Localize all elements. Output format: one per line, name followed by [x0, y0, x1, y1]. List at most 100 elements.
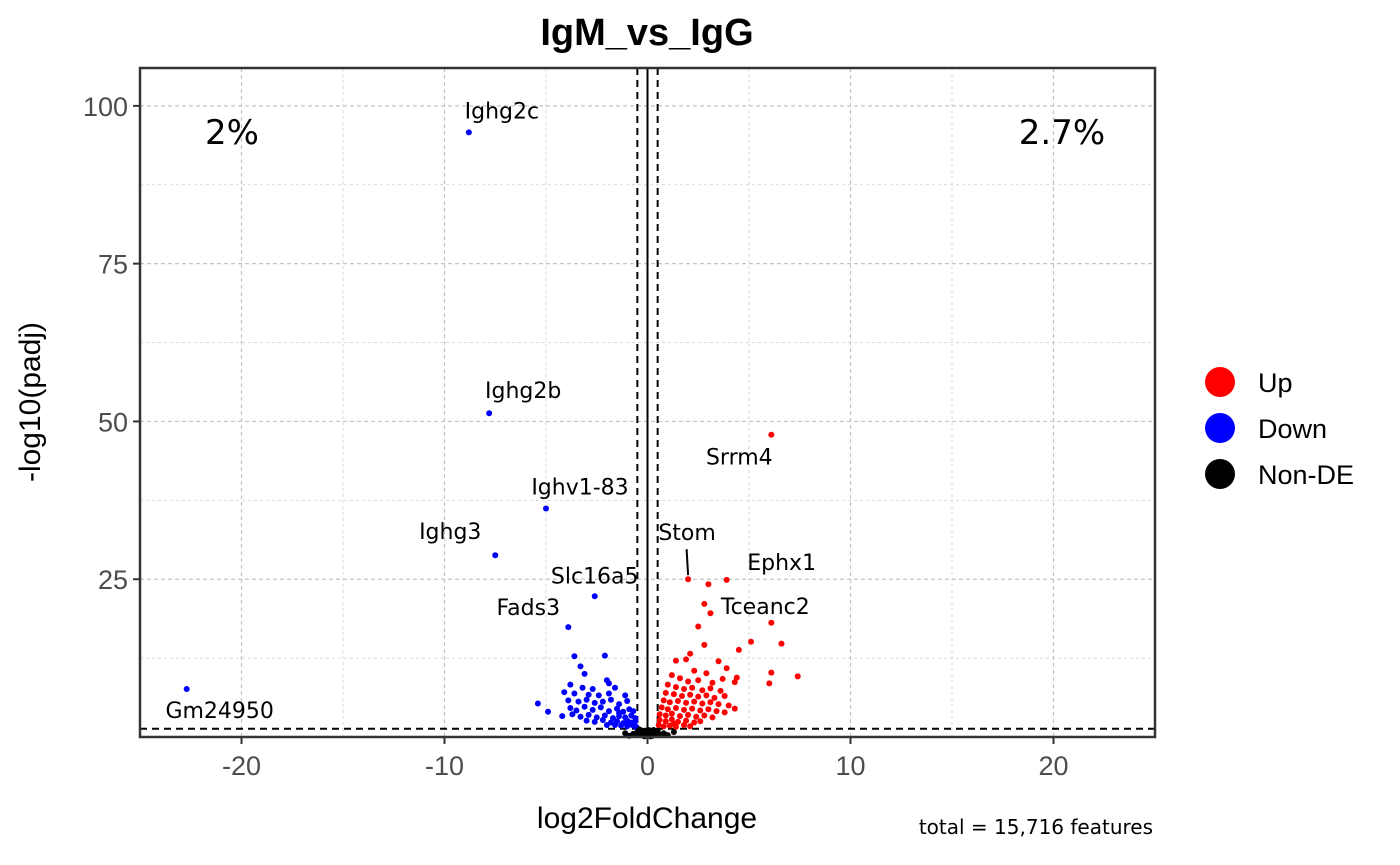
y-tick-label: 75: [98, 250, 128, 280]
point-down: [605, 680, 612, 687]
point-down: [618, 722, 625, 729]
x-tick-label: 20: [1038, 751, 1068, 781]
point-down: [597, 704, 604, 711]
point-up: [662, 689, 669, 696]
legend-down-label: Down: [1258, 414, 1327, 444]
point-up: [660, 723, 667, 730]
point-down: [607, 696, 614, 703]
point-ephx1: [723, 576, 730, 583]
point-up: [687, 650, 694, 657]
point-nonde: [634, 728, 641, 735]
point-up: [707, 610, 714, 617]
point-up: [689, 705, 696, 712]
point-up: [662, 718, 669, 725]
point-up: [676, 713, 683, 720]
point-down: [577, 713, 584, 720]
point-nonde: [622, 730, 629, 737]
point-up: [691, 698, 698, 705]
point-down: [534, 700, 541, 707]
label-connectors: [685, 549, 690, 576]
point-down: [612, 684, 619, 691]
point-up: [693, 713, 700, 720]
point-down: [579, 684, 586, 691]
point-down: [599, 716, 606, 723]
point-up: [695, 623, 702, 630]
point-up: [670, 691, 677, 698]
total-features-caption: total = 15,716 features: [919, 815, 1153, 839]
point-up: [697, 718, 704, 725]
point-down: [595, 692, 602, 699]
chart-title: IgM_vs_IgG: [540, 12, 753, 54]
point-up: [668, 672, 675, 679]
point-down: [626, 721, 633, 728]
point-down: [565, 697, 572, 704]
gene-label-slc16a5: Slc16a5: [551, 564, 639, 589]
point-down: [624, 698, 631, 705]
point-up: [703, 670, 710, 677]
point-up: [672, 657, 679, 664]
point-up: [707, 699, 714, 706]
point-down: [599, 698, 606, 705]
y-axis-title: -log10(padj): [14, 322, 47, 482]
gene-label-tceanc2: Tceanc2: [720, 595, 810, 620]
point-tceanc2: [768, 619, 775, 626]
legend-up-key: [1205, 367, 1235, 397]
point-up: [683, 656, 690, 663]
point-up: [735, 646, 742, 653]
legend-nonde-key: [1205, 459, 1235, 489]
gene-label-ighg2b: Ighg2b: [485, 379, 561, 404]
point-up: [670, 720, 677, 727]
point-down: [577, 663, 584, 670]
y-tick-label: 25: [98, 565, 128, 595]
legend-down-key: [1205, 413, 1235, 443]
gene-label-fads3: Fads3: [497, 596, 561, 621]
gene-label-gm24950: Gm24950: [165, 699, 273, 724]
legend-nonde-label: Non-DE: [1258, 460, 1354, 490]
point-nonde: [654, 727, 661, 734]
point-up: [699, 700, 706, 707]
gene-labels: Ighg2c Ighg2b Ighv1-83 Ighg3 Slc16a5 Fads3 Gm2…: [165, 99, 816, 724]
point-up: [703, 692, 710, 699]
point-down: [581, 670, 588, 677]
point-down: [567, 704, 574, 711]
point-up: [794, 673, 801, 680]
y-tick-label: 100: [83, 92, 128, 122]
point-down: [567, 681, 574, 688]
point-up: [717, 687, 724, 694]
point-srrm4: [768, 431, 775, 438]
point-down: [603, 722, 610, 729]
point-up: [681, 722, 688, 729]
point-down: [559, 713, 566, 720]
gene-label-stom: Stom: [658, 521, 715, 546]
point-up: [701, 641, 708, 648]
point-nonde: [670, 728, 677, 735]
point-down: [616, 710, 623, 717]
point-up: [691, 667, 698, 674]
point-up: [656, 716, 663, 723]
point-up: [715, 658, 722, 665]
point-up: [672, 684, 679, 691]
point-up: [685, 711, 692, 718]
point-up: [701, 712, 708, 719]
x-tick-label: -10: [425, 751, 464, 781]
point-down: [571, 653, 578, 660]
point-down: [569, 711, 576, 718]
point-up: [672, 704, 679, 711]
point-up: [685, 678, 692, 685]
axis-ticks: -20 -10 0 10 20 25 50 75 100: [83, 92, 1069, 781]
y-tick-label: 50: [98, 407, 128, 437]
point-down: [571, 690, 578, 697]
point-down: [612, 722, 619, 729]
point-up: [681, 706, 688, 713]
point-up: [723, 665, 730, 672]
point-down: [591, 718, 598, 725]
point-up: [666, 699, 673, 706]
point-up: [725, 702, 732, 709]
point-down: [601, 652, 608, 659]
point-up: [660, 697, 667, 704]
point-up: [721, 692, 728, 699]
point-up: [695, 693, 702, 700]
gene-label-ighg2c: Ighg2c: [465, 99, 539, 124]
legend: Up Down Non-DE: [1205, 367, 1354, 490]
point-gm24950: [183, 686, 190, 693]
